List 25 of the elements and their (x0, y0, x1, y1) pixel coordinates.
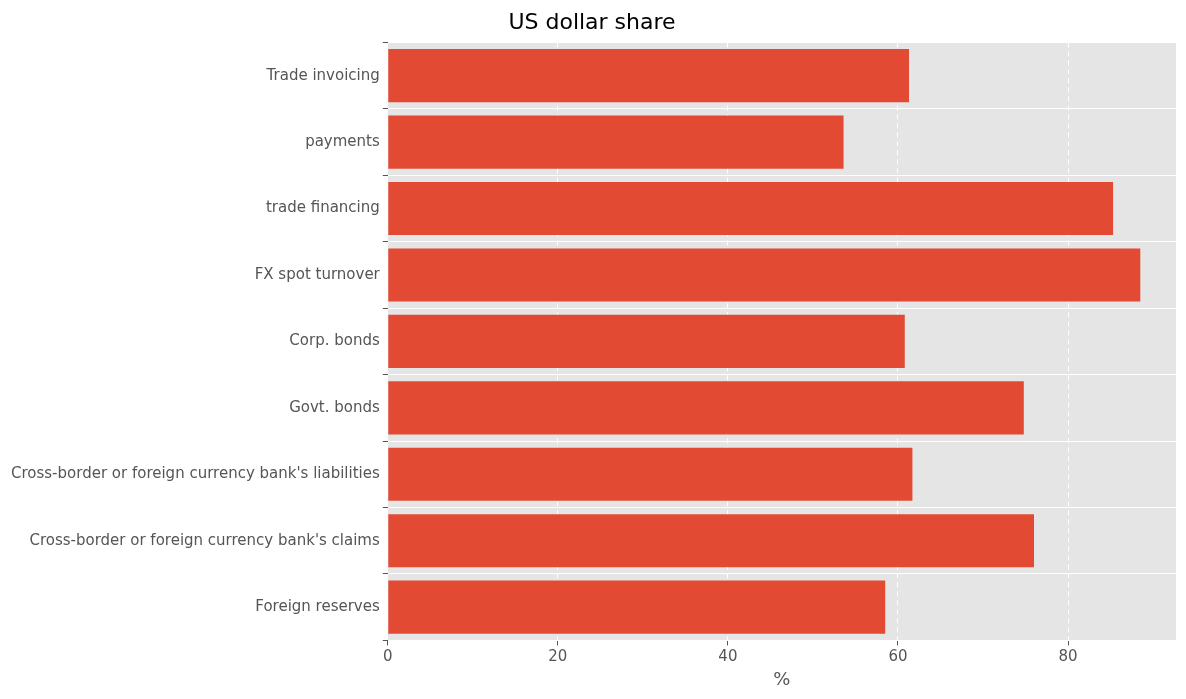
y-tick-label: Foreign reserves (255, 597, 380, 616)
bar (388, 381, 1024, 435)
y-tick-label: Trade invoicing (265, 65, 380, 84)
bar (388, 248, 1141, 302)
chart-title: US dollar share (508, 8, 676, 34)
bar (388, 49, 910, 103)
bar (388, 447, 913, 501)
y-tick-label: FX spot turnover (254, 264, 381, 283)
x-tick-label: 20 (548, 647, 568, 666)
bar (388, 181, 1114, 236)
x-axis-title: % (773, 667, 791, 689)
y-tick-label: payments (305, 131, 380, 150)
x-tick-label: 60 (888, 647, 908, 666)
x-tick-label: 40 (718, 647, 738, 666)
y-tick-label: Cross-border or foreign currency bank's liabilities (11, 464, 380, 483)
y-tick-label: Cross-border or foreign currency bank's claims (29, 530, 380, 549)
y-tick-label: Corp. bonds (289, 331, 380, 350)
bar (388, 314, 905, 368)
y-tick-label: Govt. bonds (289, 397, 380, 416)
bar (388, 514, 1034, 568)
x-tick-label: 80 (1058, 647, 1078, 666)
y-tick-label: trade financing (265, 198, 380, 217)
x-tick-label: 0 (383, 647, 393, 666)
bar (388, 580, 886, 634)
bar (388, 115, 844, 169)
